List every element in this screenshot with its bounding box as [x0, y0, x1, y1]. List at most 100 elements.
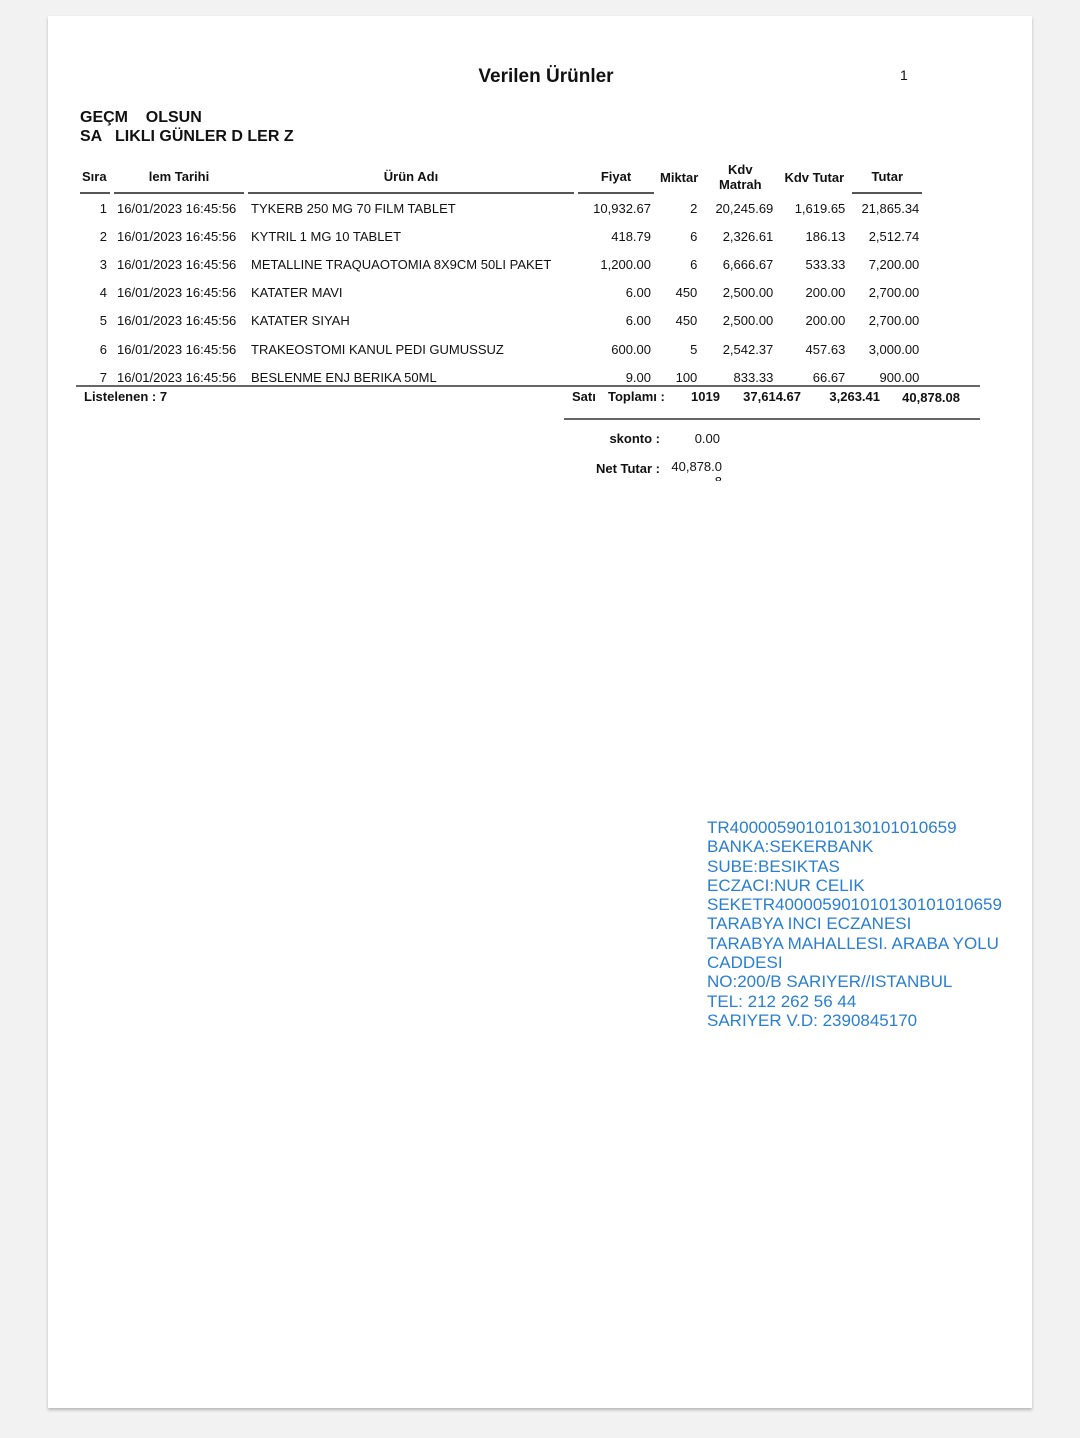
cell-price: 1,200.00	[600, 256, 651, 272]
net-label: Net Tutar :	[595, 461, 660, 476]
cell-qty: 100	[675, 369, 698, 385]
document-title: Verilen Ürünler	[478, 66, 614, 87]
bank-info-line: ECZACI:NUR CELIK	[707, 875, 865, 895]
cell-qty: 2	[690, 200, 698, 216]
discount-label: skonto :	[609, 431, 660, 446]
cell-price: 6.00	[625, 285, 651, 301]
net-value: 40,878.08	[671, 459, 722, 481]
table-header: Sıra lem Tarihi Ürün Adı Fiyat Miktar Kd…	[80, 162, 923, 194]
cell-product: TYKERB 250 MG 70 FILM TABLET	[251, 200, 456, 216]
table-row: 7 16/01/2023 16:45:56 BESLENME ENJ BERIKA …	[80, 363, 922, 391]
cell-date: 16/01/2023 16:45:56	[117, 228, 237, 244]
col-product: Ürün Adı	[248, 162, 574, 194]
cell-kdv-tutar: 200.00	[805, 285, 846, 301]
cell-sira: 5	[99, 313, 107, 329]
total-divider	[76, 385, 980, 387]
bank-info-line: TARABYA INCI ECZANESI	[707, 914, 912, 934]
cell-sira: 1	[99, 200, 107, 216]
bank-info-line: BANKA:SEKERBANK	[707, 837, 874, 857]
cell-price: 600.00	[611, 341, 651, 357]
total-label-2: Toplamı :	[608, 389, 665, 404]
cell-product: KYTRIL 1 MG 10 TABLET	[251, 228, 402, 244]
cell-date: 16/01/2023 16:45:56	[117, 341, 237, 357]
bank-info-line: SEKETR400005901010130101010659	[707, 895, 1002, 915]
bank-info-line: TEL: 212 262 56 44	[707, 991, 857, 1011]
cell-product: KATATER MAVI	[251, 285, 343, 301]
total-kdv-matrah: 37,614.67	[743, 389, 801, 404]
bank-info-line: CADDESI	[707, 953, 783, 973]
cell-qty: 6	[690, 228, 698, 244]
cell-price: 6.00	[625, 313, 651, 329]
products-table: Sıra lem Tarihi Ürün Adı Fiyat Miktar Kd…	[76, 162, 926, 391]
bank-info-line: TR400005901010130101010659	[707, 818, 957, 837]
cell-tutar: 2,700.00	[868, 285, 920, 301]
cell-product: METALLINE TRAQUAOTOMIA 8X9CM 50LI PAKET	[251, 256, 552, 272]
col-qty: Miktar	[660, 169, 699, 185]
document-page: Verilen Ürünler 1 GEÇM OLSUN SA LIKLI GÜN…	[48, 16, 1032, 1408]
header-line: GEÇM OLSUN	[80, 109, 202, 126]
col-tutar: Tutar	[852, 162, 923, 194]
total-tutar: 40,878.08	[902, 390, 960, 405]
cell-kdv-tutar: 533.33	[805, 256, 846, 272]
cell-tutar: 2,512.74	[868, 228, 920, 244]
header-line: SA LIKLI GÜNLER D LER Z	[80, 128, 294, 145]
cell-price: 9.00	[625, 369, 651, 385]
summary-divider	[564, 418, 980, 420]
cell-sira: 7	[99, 369, 107, 385]
cell-kdv-tutar: 457.63	[805, 341, 846, 357]
cell-tutar: 7,200.00	[868, 256, 920, 272]
cell-date: 16/01/2023 16:45:56	[117, 200, 237, 216]
cell-product: KATATER SIYAH	[251, 313, 350, 329]
cell-product: TRAKEOSTOMI KANUL PEDI GUMUSSUZ	[251, 341, 504, 357]
cell-kdv-matrah: 20,245.69	[715, 200, 774, 216]
total-kdv-tutar: 3,263.41	[829, 389, 880, 404]
cell-qty: 6	[690, 256, 698, 272]
col-kdv-tutar: Kdv Tutar	[784, 169, 845, 185]
cell-qty: 450	[675, 285, 698, 301]
cell-date: 16/01/2023 16:45:56	[117, 256, 237, 272]
table-row: 2 16/01/2023 16:45:56 KYTRIL 1 MG 10 TABLE…	[80, 222, 922, 250]
cell-sira: 4	[99, 285, 107, 301]
discount-value: 0.00	[694, 431, 720, 446]
cell-sira: 2	[99, 228, 107, 244]
cell-tutar: 900.00	[879, 369, 920, 385]
cell-tutar: 21,865.34	[861, 200, 920, 216]
table-row: 5 16/01/2023 16:45:56 KATATER SIYAH 6.00 450…	[80, 307, 922, 335]
bank-info: TR400005901010130101010659 BANKA:SEKERBAN…	[707, 818, 1002, 1030]
col-date: lem Tarihi	[114, 162, 244, 194]
cell-price: 10,932.67	[593, 200, 651, 216]
cell-kdv-matrah: 2,500.00	[722, 313, 774, 329]
cell-tutar: 3,000.00	[868, 341, 920, 357]
cell-date: 16/01/2023 16:45:56	[117, 369, 237, 385]
cell-kdv-matrah: 2,542.37	[722, 341, 774, 357]
cell-kdv-matrah: 2,500.00	[722, 285, 774, 301]
cell-kdv-matrah: 2,326.61	[722, 228, 774, 244]
total-label-1: Satı	[572, 389, 596, 404]
cell-date: 16/01/2023 16:45:56	[117, 285, 237, 301]
cell-sira: 3	[99, 256, 107, 272]
bank-info-line: TARABYA MAHALLESI. ARABA YOLU	[707, 933, 999, 953]
cell-sira: 6	[99, 341, 107, 357]
cell-tutar: 2,700.00	[868, 313, 920, 329]
total-qty: 1019	[691, 389, 720, 404]
cell-kdv-matrah: 833.33	[733, 369, 774, 385]
cell-kdv-tutar: 200.00	[805, 313, 846, 329]
cell-price: 418.79	[611, 228, 651, 244]
cell-date: 16/01/2023 16:45:56	[117, 313, 237, 329]
cell-product: BESLENME ENJ BERIKA 50ML	[251, 369, 437, 385]
cell-kdv-matrah: 6,666.67	[722, 256, 774, 272]
header-text: GEÇM OLSUN SA LIKLI GÜNLER D LER Z	[80, 108, 294, 146]
table-row: 1 16/01/2023 16:45:56 TYKERB 250 MG 70 FIL…	[80, 194, 922, 222]
page-number: 1	[900, 67, 908, 83]
table-row: 4 16/01/2023 16:45:56 KATATER MAVI 6.00 450 2…	[80, 279, 922, 307]
col-price: Fiyat	[578, 162, 654, 194]
cell-qty: 450	[675, 313, 698, 329]
bank-info-line: SARIYER V.D: 2390845170	[707, 1010, 918, 1030]
cell-kdv-tutar: 1,619.65	[794, 200, 846, 216]
bank-info-line: SUBE:BESIKTAS	[707, 856, 840, 876]
col-sira: Sıra	[80, 162, 110, 194]
listed-count: Listelenen : 7	[84, 389, 168, 404]
table-row: 6 16/01/2023 16:45:56 TRAKEOSTOMI KANUL PE…	[80, 335, 922, 363]
col-kdv-matrah: Kdv Matrah	[718, 162, 762, 192]
bank-info-line: NO:200/B SARIYER//ISTANBUL	[707, 972, 953, 992]
